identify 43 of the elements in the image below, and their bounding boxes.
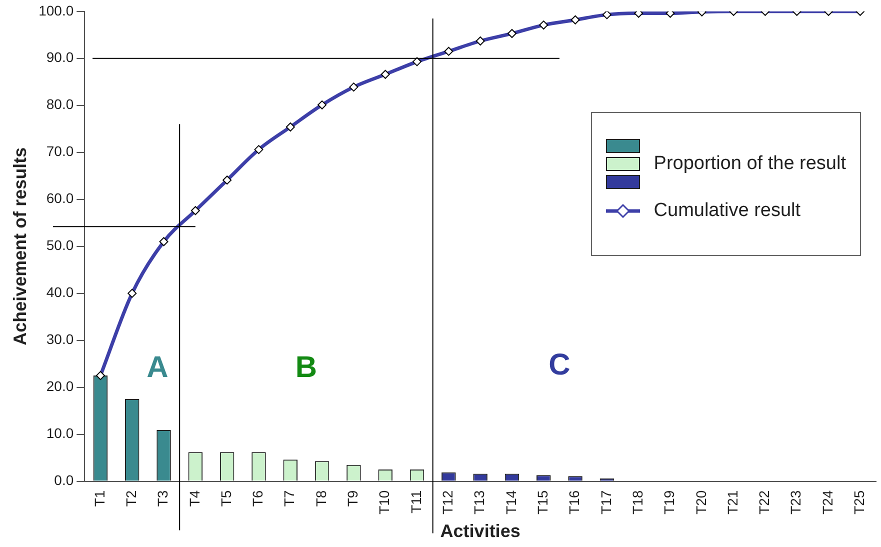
y-tick-label: 20.0: [46, 378, 74, 394]
x-tick-label: T24: [819, 490, 836, 514]
y-axis-title: Acheivement of results: [10, 147, 30, 346]
x-tick-label: T5: [218, 490, 234, 507]
x-tick-label: T20: [692, 490, 709, 514]
y-tick-label: 80.0: [46, 96, 74, 112]
x-tick-label: T6: [250, 490, 266, 507]
x-tick-label: T14: [502, 490, 519, 514]
x-tick-label: T11: [408, 490, 424, 514]
y-tick-label: 70.0: [46, 143, 74, 160]
y-tick-label: 30.0: [46, 331, 74, 348]
x-tick-label: T7: [281, 490, 298, 507]
legend-label: Proportion of the result: [654, 153, 846, 175]
x-tick-label: T13: [471, 490, 488, 514]
x-tick-label: T12: [440, 490, 456, 514]
x-tick-label: T15: [534, 490, 550, 514]
y-tick-label: 100.0: [38, 2, 74, 18]
annotation: A: [146, 350, 168, 384]
annotation: B: [295, 350, 318, 384]
x-tick-label: T10: [376, 490, 392, 514]
legend-label: Cumulative result: [654, 200, 801, 222]
annotation: C: [548, 348, 570, 382]
x-tick-label: T9: [344, 490, 361, 507]
x-tick-label: T22: [756, 490, 772, 514]
y-tick-label: 60.0: [46, 190, 74, 206]
x-tick-label: T3: [154, 490, 171, 507]
x-tick-label: T16: [566, 490, 582, 514]
x-tick-label: T18: [629, 490, 646, 514]
x-tick-label: T1: [91, 490, 108, 507]
x-tick-label: T25: [851, 490, 868, 514]
x-tick-label: T4: [186, 490, 202, 507]
x-axis-title: Activities: [440, 521, 520, 542]
y-tick-label: 0.0: [54, 472, 74, 488]
y-tick-label: 90.0: [46, 49, 74, 66]
x-tick-label: T19: [661, 490, 678, 514]
x-tick-label: T17: [598, 490, 614, 514]
y-tick-label: 40.0: [46, 284, 74, 300]
x-tick-label: T23: [788, 490, 804, 514]
x-tick-label: T2: [122, 490, 139, 507]
x-tick-label: T8: [312, 490, 329, 507]
y-tick-label: 50.0: [46, 237, 74, 254]
x-tick-label: T21: [724, 490, 740, 514]
y-tick-label: 10.0: [46, 425, 74, 442]
